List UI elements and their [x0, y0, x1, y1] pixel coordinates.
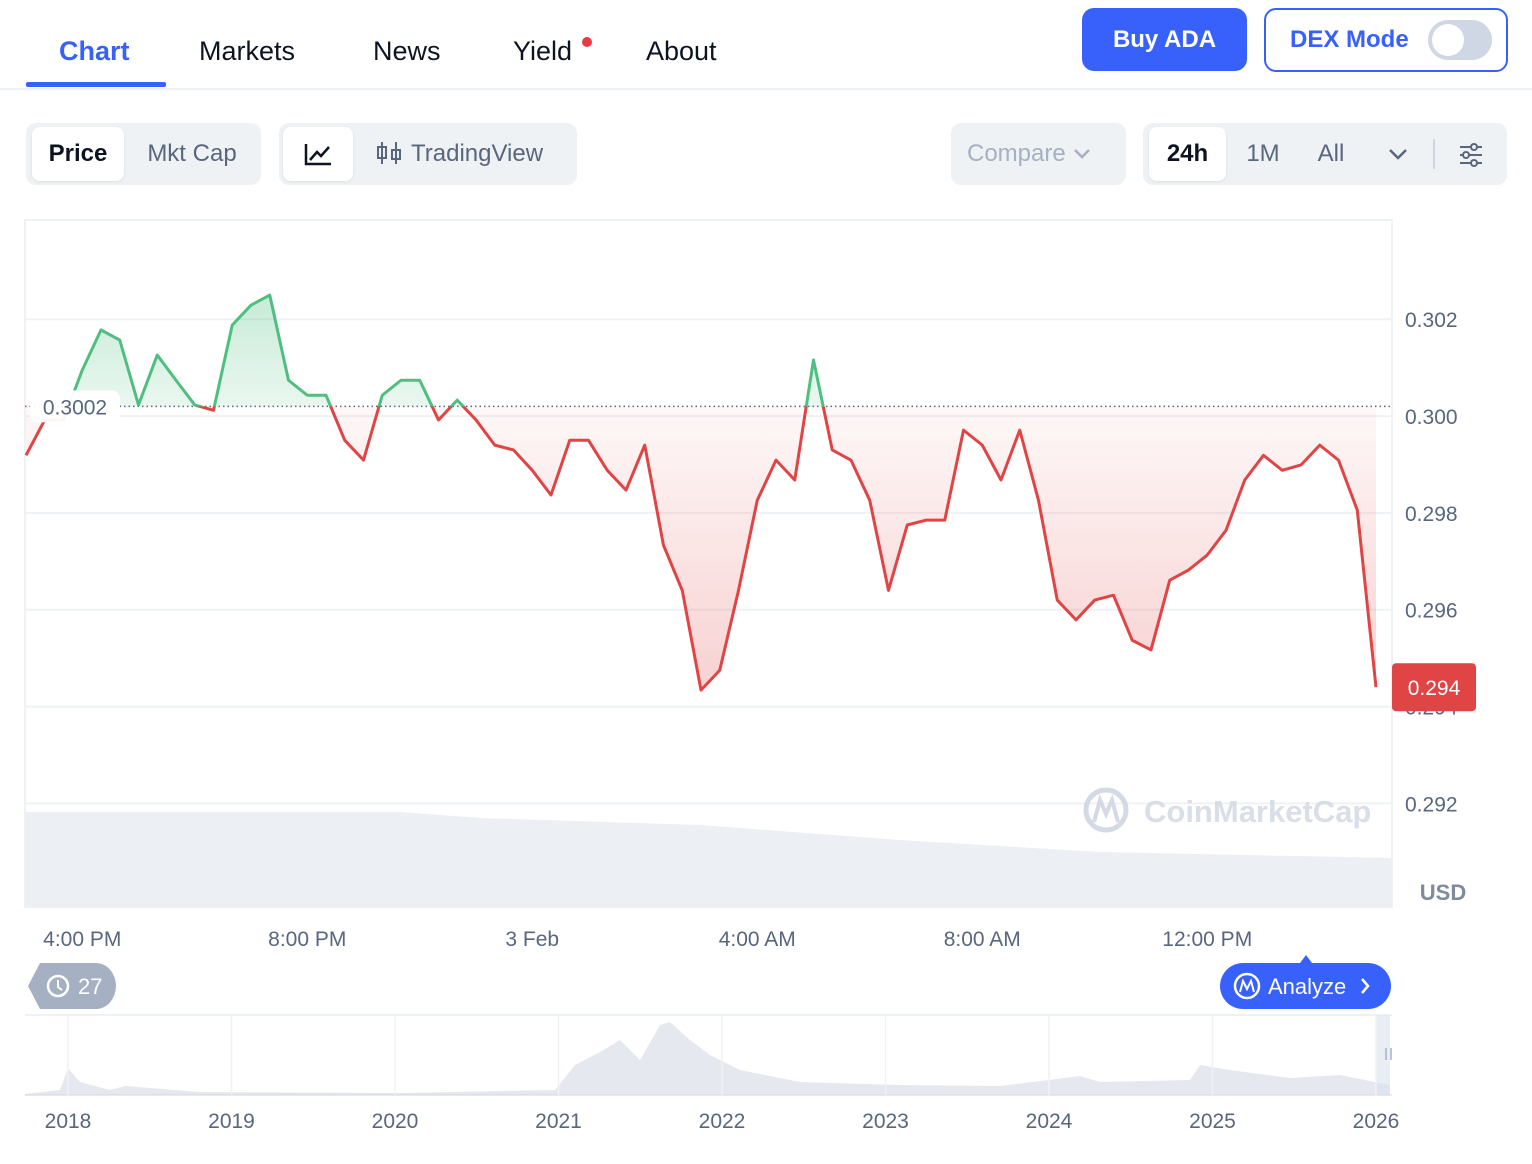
tradingview-option[interactable]: TradingView — [375, 127, 565, 181]
view-toggle: TradingView — [279, 123, 577, 185]
tab-underline — [26, 82, 166, 87]
year-label: 2025 — [1189, 1110, 1236, 1133]
year-label: 2021 — [535, 1110, 582, 1133]
tradingview-label: TradingView — [411, 140, 544, 167]
range-option[interactable]: All — [1317, 140, 1345, 167]
x-tick-label: 3 Feb — [505, 928, 559, 951]
watermark: CoinMarketCap — [1083, 787, 1371, 833]
dex-button[interactable]: DEX Mode — [1264, 8, 1508, 72]
tab[interactable]: Yield — [513, 36, 573, 66]
analyze-icon — [1233, 972, 1261, 1000]
toggle-option[interactable]: Price — [32, 127, 124, 181]
tab[interactable]: Chart — [59, 36, 130, 66]
tab[interactable]: News — [373, 36, 441, 66]
compare-label: Compare — [967, 127, 1117, 181]
chevron — [1074, 149, 1091, 159]
metric-toggle: Price Mkt Cap — [26, 123, 261, 185]
range-toggle: 24h 1M All — [1143, 123, 1507, 185]
separator — [1433, 139, 1435, 169]
y-tick-label: 0.292 — [1405, 793, 1458, 816]
tab[interactable]: Markets — [199, 36, 296, 66]
analyze-chevron — [1361, 978, 1370, 994]
x-tick-label: 8:00 PM — [268, 928, 346, 951]
tab[interactable]: About — [646, 36, 717, 66]
y-unit: USD — [1420, 880, 1466, 905]
analyze-label: Analyze — [1268, 974, 1346, 999]
volume-area — [25, 812, 1392, 907]
compare-dropdown[interactable]: Compare — [951, 123, 1126, 185]
year-label: 2024 — [1026, 1110, 1073, 1133]
settings-icon[interactable] — [1458, 142, 1484, 168]
analyze-icon — [1239, 978, 1255, 993]
x-tick-label: 12:00 PM — [1162, 928, 1252, 951]
baseline-label-bg — [30, 390, 120, 423]
year-label: 2026 — [1353, 1110, 1400, 1133]
toggle[interactable] — [1428, 20, 1492, 60]
year-label: 2023 — [862, 1110, 909, 1133]
x-tick-label: 4:00 PM — [43, 928, 121, 951]
y-tick-label: 0.300 — [1405, 406, 1458, 429]
navigator-handle[interactable] — [1385, 1048, 1392, 1060]
navigator-area — [25, 1022, 1390, 1095]
toggle-option[interactable]: Mkt Cap — [147, 140, 237, 167]
year-label: 2019 — [208, 1110, 255, 1133]
year-label: 2022 — [699, 1110, 746, 1133]
baseline-label: 0.3002 — [43, 396, 107, 419]
notice-dot — [582, 37, 592, 47]
watermark-text: CoinMarketCap — [1144, 794, 1371, 829]
toggle-knob — [1432, 24, 1464, 56]
year-label: 2018 — [45, 1110, 92, 1133]
y-tick-label: 0.298 — [1405, 503, 1458, 526]
line-view[interactable] — [283, 127, 353, 181]
compare-text: Compare — [967, 140, 1066, 167]
navigator-window[interactable] — [1376, 1015, 1390, 1095]
year-label: 2020 — [372, 1110, 419, 1133]
price-line — [24, 293, 1378, 692]
analyze-button[interactable] — [1220, 963, 1391, 1009]
y-tick-label: 0.296 — [1405, 600, 1458, 623]
history-pill[interactable] — [28, 963, 116, 1009]
range-option[interactable]: 1M — [1246, 140, 1280, 167]
divider — [0, 88, 1532, 90]
candle-icon — [377, 142, 401, 164]
analyze-pointer — [1300, 955, 1312, 963]
buy-button[interactable]: Buy ADA — [1082, 8, 1247, 71]
last-price-label: 0.294 — [1408, 677, 1461, 700]
dex-label: DEX Mode — [1290, 26, 1409, 53]
history-icon — [57, 980, 63, 991]
range-chevron[interactable] — [1387, 147, 1409, 161]
y-tick-label: 0.302 — [1405, 309, 1458, 332]
x-tick-label: 8:00 AM — [944, 928, 1021, 951]
range-option[interactable]: 24h — [1149, 127, 1226, 181]
area-fill — [26, 295, 1376, 691]
line-icon — [304, 144, 331, 166]
last-price-tag — [1392, 663, 1476, 712]
history-icon — [46, 974, 70, 998]
history-count: 27 — [78, 974, 102, 999]
x-tick-label: 4:00 AM — [719, 928, 796, 951]
